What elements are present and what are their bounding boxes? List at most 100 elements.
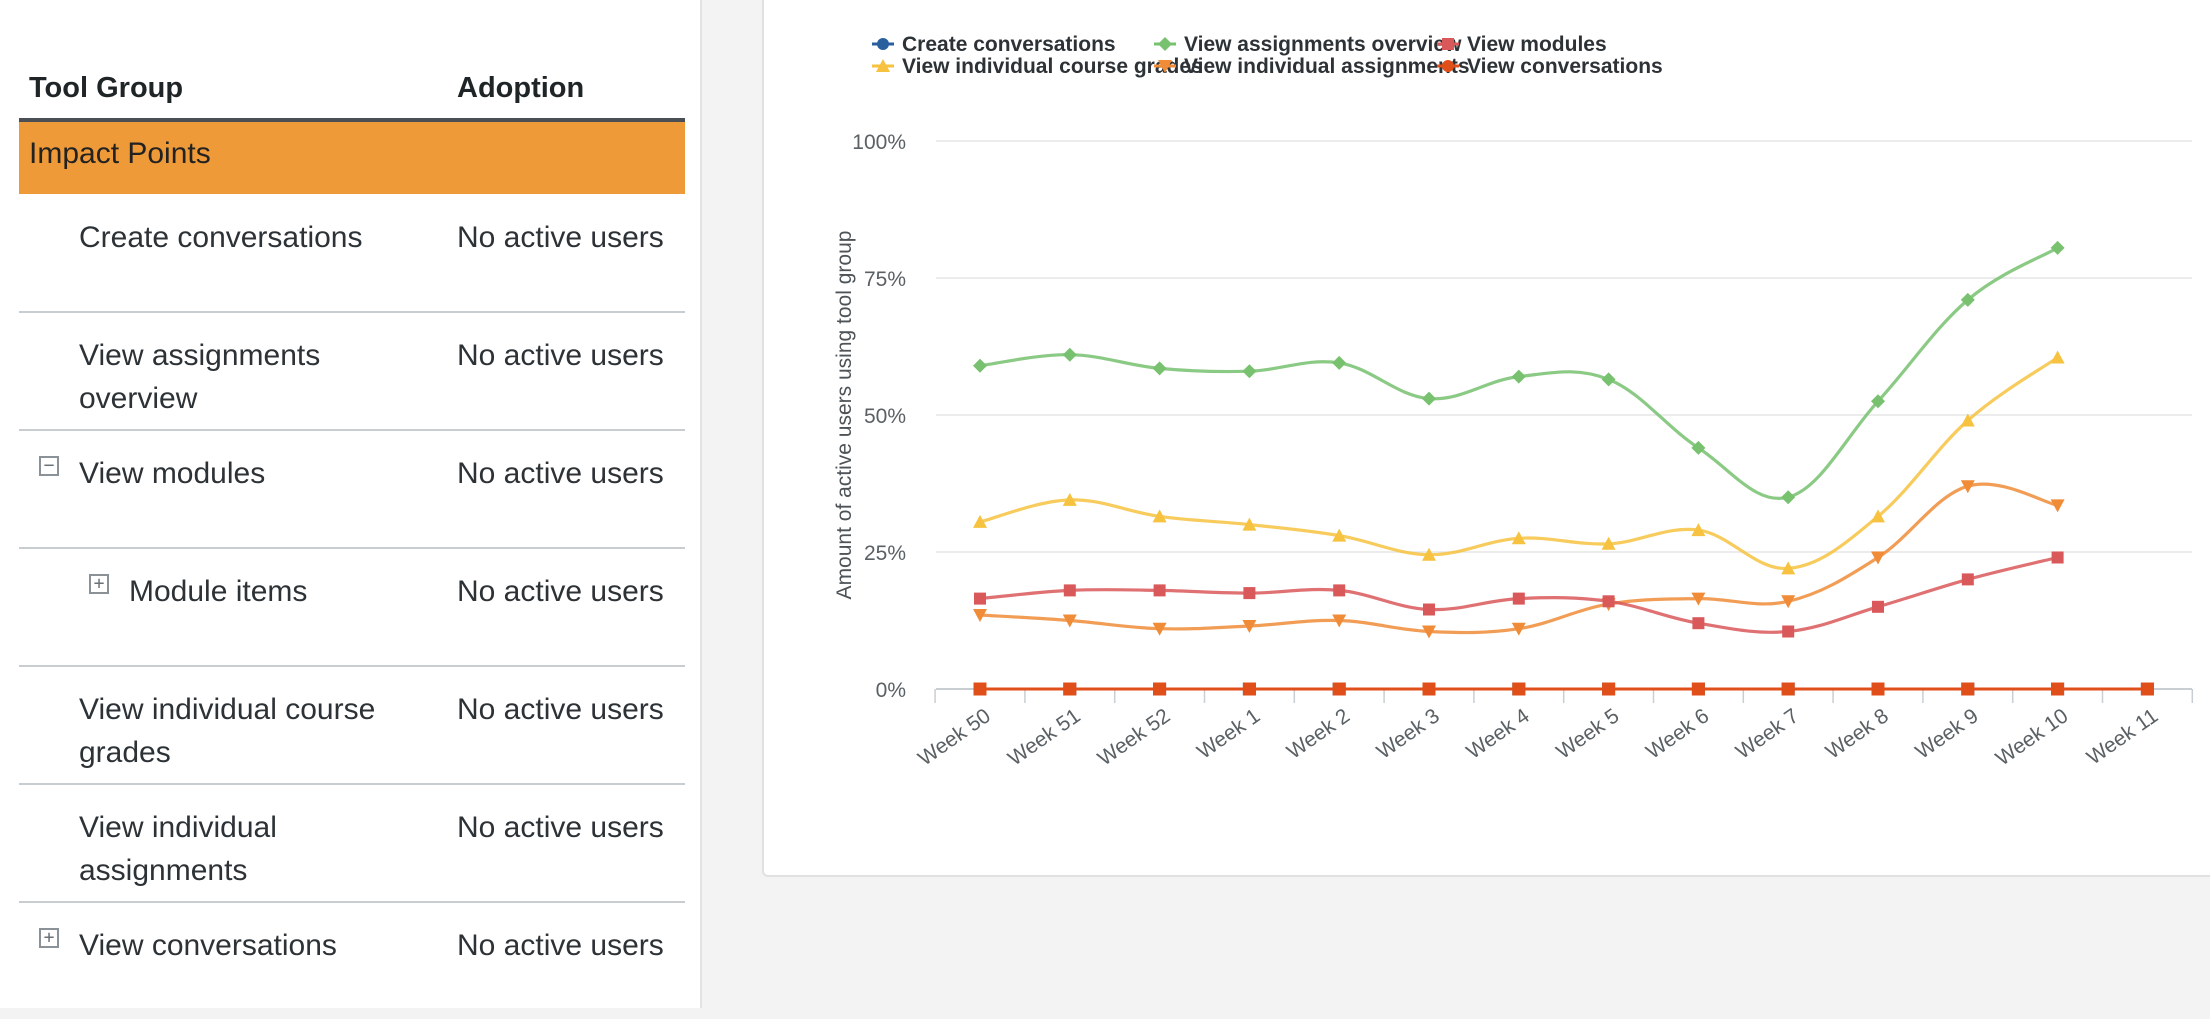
data-point[interactable] (1062, 614, 1077, 628)
data-point[interactable] (1333, 584, 1346, 597)
data-point[interactable] (1512, 682, 1526, 696)
data-point[interactable] (1422, 682, 1436, 696)
data-point[interactable] (1158, 60, 1172, 73)
data-point[interactable] (1422, 391, 1436, 406)
adoption-value: No active users (457, 811, 664, 844)
data-point[interactable] (1423, 603, 1435, 616)
x-tick-label: Week 4 (1462, 704, 1533, 764)
data-point[interactable] (1871, 509, 1885, 523)
group-row-impact-points: Impact Points (19, 122, 685, 194)
legend-item[interactable]: View assignments overview (1154, 33, 1462, 56)
legend-item[interactable]: View individual course grades (872, 55, 1203, 78)
data-point[interactable] (1422, 547, 1436, 561)
data-point[interactable] (1871, 551, 1885, 565)
data-point[interactable] (876, 59, 890, 72)
data-point[interactable] (1242, 620, 1257, 633)
data-point[interactable] (1960, 480, 1975, 494)
legend-label: View individual assignments (1184, 55, 1470, 78)
data-point[interactable] (2140, 682, 2154, 696)
data-point[interactable] (973, 682, 987, 696)
legend-item[interactable]: Create conversations (872, 33, 1116, 56)
data-point[interactable] (1871, 682, 1885, 696)
tool-name: View assignments overview (79, 339, 321, 415)
data-point[interactable] (1602, 595, 1615, 608)
legend-item[interactable]: View modules (1437, 33, 1607, 56)
data-point[interactable] (1242, 682, 1256, 696)
data-point[interactable] (1063, 682, 1077, 696)
data-point[interactable] (2051, 682, 2065, 696)
data-point[interactable] (973, 358, 987, 373)
data-point[interactable] (877, 38, 889, 50)
data-point[interactable] (1152, 622, 1167, 636)
collapse-icon[interactable]: − (39, 456, 59, 476)
data-point[interactable] (974, 592, 986, 605)
data-point[interactable] (1782, 625, 1795, 638)
data-point[interactable] (2050, 350, 2065, 364)
expand-icon[interactable]: + (39, 928, 59, 948)
data-point[interactable] (1332, 355, 1347, 370)
data-point[interactable] (1511, 369, 1526, 384)
data-point[interactable] (1242, 517, 1257, 531)
tool-group-column-header[interactable]: Tool Group (29, 72, 184, 104)
tool-name: View modules (79, 457, 266, 490)
data-point[interactable] (1511, 531, 1526, 545)
data-point[interactable] (1781, 561, 1796, 575)
data-point[interactable] (2051, 551, 2064, 564)
data-point[interactable] (1871, 394, 1885, 409)
data-point[interactable] (2050, 499, 2065, 513)
y-tick-label: 50% (864, 405, 906, 428)
data-point[interactable] (1960, 413, 1975, 427)
legend-label: View assignments overview (1184, 33, 1462, 56)
data-point[interactable] (1153, 584, 1166, 597)
data-point[interactable] (1422, 625, 1436, 639)
x-tick-label: Week 3 (1373, 704, 1444, 763)
data-point[interactable] (1692, 617, 1705, 630)
data-point[interactable] (1961, 573, 1974, 586)
legend-item[interactable]: View individual assignments (1154, 55, 1470, 78)
data-point[interactable] (1332, 614, 1347, 628)
data-point[interactable] (1062, 347, 1077, 362)
x-tick-label: Week 6 (1642, 704, 1713, 763)
data-point[interactable] (2050, 240, 2065, 255)
data-point[interactable] (1062, 492, 1077, 506)
data-point[interactable] (1332, 528, 1347, 542)
data-point[interactable] (1691, 523, 1706, 537)
table-row: − View modules No active users (19, 430, 685, 549)
data-point[interactable] (1511, 622, 1526, 636)
data-point[interactable] (1242, 364, 1257, 379)
table-row: View assignments overview No active user… (19, 312, 685, 431)
y-tick-label: 75% (864, 268, 906, 291)
data-point[interactable] (1691, 682, 1705, 696)
data-point[interactable] (1601, 372, 1616, 387)
data-point[interactable] (1602, 682, 1616, 696)
data-point[interactable] (1601, 536, 1616, 550)
data-point[interactable] (1153, 682, 1167, 696)
data-point[interactable] (1152, 509, 1167, 523)
data-point[interactable] (1961, 682, 1975, 696)
data-point[interactable] (1691, 440, 1706, 455)
data-point[interactable] (1442, 38, 1454, 50)
series-line (979, 482, 2059, 635)
data-point[interactable] (973, 609, 987, 622)
data-point[interactable] (1691, 592, 1706, 606)
tool-name: View individual course grades (79, 693, 376, 769)
data-point[interactable] (973, 514, 987, 528)
expand-icon[interactable]: + (89, 574, 109, 594)
data-point[interactable] (1243, 587, 1256, 600)
data-point[interactable] (1332, 682, 1346, 696)
adoption-column-header[interactable]: Adoption (457, 72, 585, 104)
data-point[interactable] (1063, 584, 1076, 597)
data-point[interactable] (1960, 292, 1975, 307)
y-tick-label: 0% (876, 679, 906, 702)
x-tick-label: Week 50 (914, 704, 995, 770)
data-point[interactable] (1781, 595, 1796, 609)
data-point[interactable] (1442, 60, 1454, 72)
data-point[interactable] (1512, 592, 1525, 605)
legend-item[interactable]: View conversations (1437, 55, 1663, 78)
data-point[interactable] (1158, 37, 1172, 51)
data-point[interactable] (1152, 361, 1167, 376)
data-point[interactable] (1872, 600, 1884, 613)
data-point[interactable] (1781, 490, 1796, 505)
tool-adoption-table: Tool Group Adoption Impact Points Create… (0, 0, 702, 1008)
data-point[interactable] (1781, 682, 1795, 696)
